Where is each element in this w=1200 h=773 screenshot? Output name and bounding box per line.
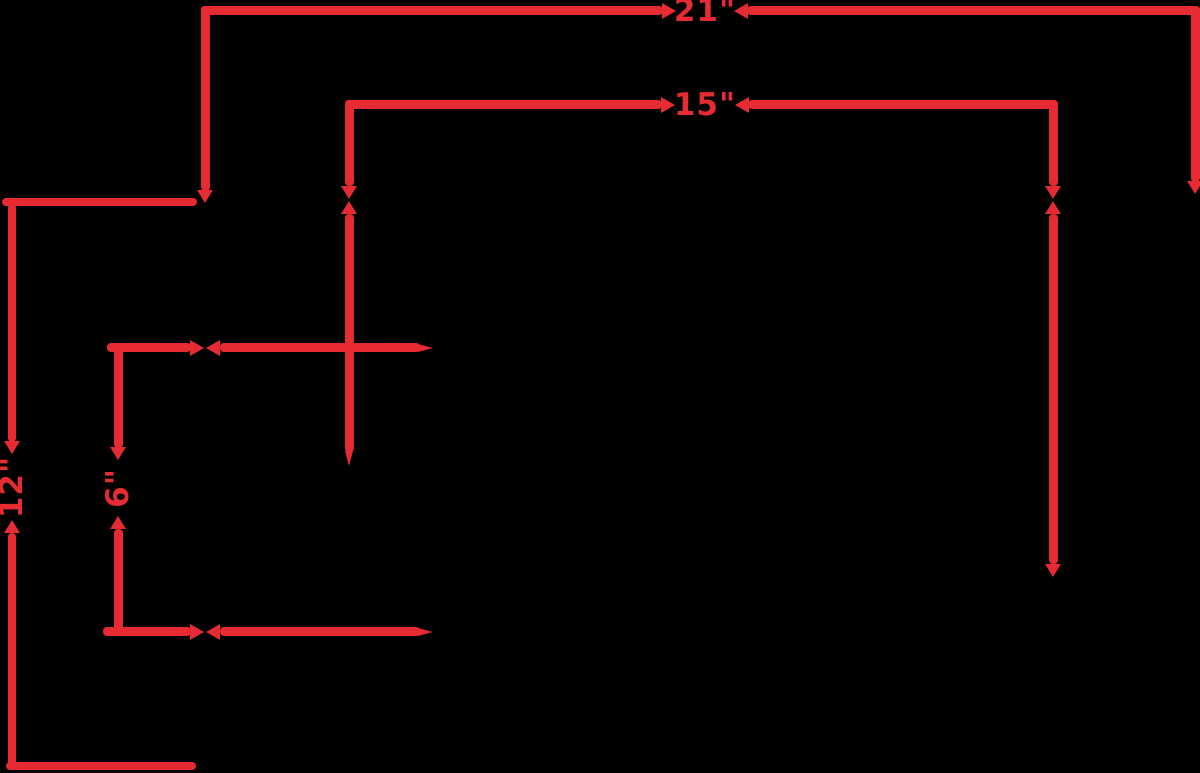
dim-tick-line bbox=[220, 627, 420, 636]
dim-line bbox=[748, 100, 1057, 109]
arrowhead-down-icon bbox=[341, 186, 357, 199]
arrowhead-right-icon bbox=[190, 623, 204, 640]
dim-label-left-height: 12" bbox=[0, 455, 30, 519]
dim-label-inner-height: 6" bbox=[100, 468, 136, 508]
arrowhead-left-icon bbox=[206, 339, 220, 356]
dim-line bbox=[114, 529, 123, 635]
dim-tick-line bbox=[220, 343, 420, 352]
arrowhead-left-icon bbox=[734, 2, 748, 19]
dim-extension-line bbox=[201, 6, 210, 191]
arrowhead-right-icon bbox=[662, 2, 676, 19]
stroke-taper bbox=[344, 451, 353, 466]
dim-line bbox=[201, 6, 663, 15]
arrowhead-left-icon bbox=[735, 96, 749, 113]
dim-line bbox=[8, 533, 16, 766]
arrowhead-down-icon bbox=[1045, 186, 1061, 199]
arrowhead-down-icon bbox=[197, 190, 213, 203]
arrowhead-down-icon bbox=[1045, 564, 1061, 577]
dim-tick-line bbox=[6, 762, 196, 770]
dim-tick-line bbox=[2, 198, 197, 206]
dim-line bbox=[8, 204, 16, 442]
dim-extension-line bbox=[345, 214, 354, 452]
dim-line bbox=[747, 6, 1200, 15]
arrowhead-right-icon bbox=[190, 339, 204, 356]
dim-tick-line bbox=[107, 343, 191, 352]
stroke-taper bbox=[418, 627, 433, 636]
arrowhead-left-icon bbox=[206, 623, 220, 640]
arrowhead-right-icon bbox=[661, 96, 675, 113]
arrowhead-down-icon bbox=[4, 441, 20, 454]
arrowhead-up-icon bbox=[4, 520, 20, 533]
stroke-taper bbox=[418, 343, 433, 352]
arrowhead-down-icon bbox=[1187, 181, 1200, 194]
arrowhead-up-icon bbox=[341, 201, 357, 214]
arrowhead-up-icon bbox=[1045, 201, 1061, 214]
dim-extension-line bbox=[345, 100, 354, 186]
dim-line bbox=[114, 345, 123, 448]
dim-tick-line bbox=[103, 627, 191, 636]
dim-extension-line bbox=[1191, 6, 1200, 182]
dim-label-inner-width: 15" bbox=[673, 87, 737, 123]
dim-line bbox=[345, 100, 662, 109]
arrowhead-down-icon bbox=[110, 447, 126, 460]
dim-label-outer-width: 21" bbox=[673, 0, 737, 29]
dim-extension-line bbox=[1049, 100, 1058, 186]
dim-line bbox=[1049, 214, 1058, 564]
arrowhead-up-icon bbox=[110, 516, 126, 529]
